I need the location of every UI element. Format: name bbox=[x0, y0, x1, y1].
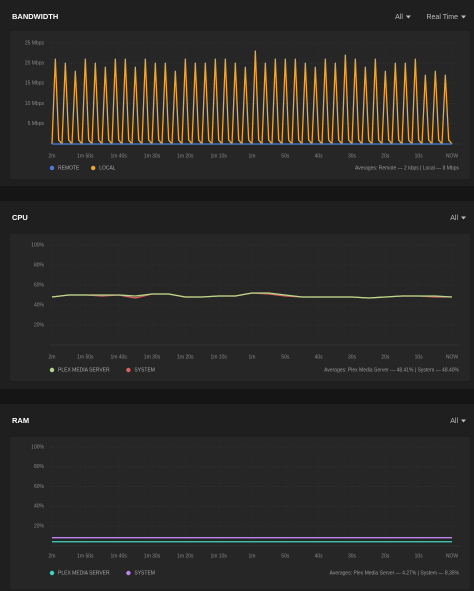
legend-label: SYSTEM bbox=[134, 367, 155, 373]
y-tick-label: 100% bbox=[31, 444, 44, 450]
y-tick-label: 10 Mbps bbox=[25, 101, 45, 107]
dropdown-arrow bbox=[461, 216, 466, 220]
x-tick-label: 10s bbox=[415, 153, 424, 159]
legend-swatch bbox=[49, 367, 55, 373]
x-tick-label: 1m 50s bbox=[77, 153, 94, 159]
x-tick-label: 20s bbox=[381, 354, 390, 360]
x-tick-label: 40s bbox=[315, 153, 324, 159]
legend-swatch bbox=[49, 165, 55, 171]
x-tick-label: 30s bbox=[348, 354, 357, 360]
x-tick-label: 1m 50s bbox=[77, 553, 94, 559]
dropdown-arrow bbox=[461, 419, 466, 423]
dropdown[interactable]: Real Time bbox=[426, 14, 458, 21]
dropdown[interactable]: All bbox=[450, 215, 458, 222]
legend-label: REMOTE bbox=[58, 165, 80, 171]
dropdown[interactable]: All bbox=[395, 14, 403, 21]
y-tick-label: 15 Mbps bbox=[25, 81, 45, 87]
legend-label: PLEX MEDIA SERVER bbox=[58, 570, 110, 576]
x-tick-label: NOW bbox=[446, 354, 459, 360]
x-tick-label: 1m 10s bbox=[210, 553, 227, 559]
x-tick-label: 1m 30s bbox=[144, 153, 161, 159]
x-tick-label: 2m bbox=[49, 153, 56, 159]
legend-label: SYSTEM bbox=[134, 570, 155, 576]
averages: Averages: Plex Media Server — 4.27% | Sy… bbox=[330, 570, 460, 576]
x-tick-label: 1m 30s bbox=[144, 553, 161, 559]
x-tick-label: 1m 30s bbox=[144, 354, 161, 360]
y-tick-label: 100% bbox=[31, 242, 44, 248]
x-tick-label: 1m 40s bbox=[110, 553, 127, 559]
x-tick-label: 40s bbox=[315, 354, 324, 360]
y-tick-label: 80% bbox=[34, 464, 45, 470]
x-tick-label: 2m bbox=[49, 354, 56, 360]
x-tick-label: NOW bbox=[446, 553, 459, 559]
averages: Averages: Plex Media Server — 48.41% | S… bbox=[324, 367, 459, 373]
x-tick-label: 40s bbox=[315, 553, 324, 559]
legend-swatch bbox=[126, 367, 131, 373]
x-tick-label: 30s bbox=[348, 153, 357, 159]
x-tick-label: 50s bbox=[281, 354, 290, 360]
x-tick-label: 30s bbox=[348, 553, 357, 559]
dropdown[interactable]: All bbox=[450, 418, 458, 425]
x-tick-label: 50s bbox=[281, 153, 290, 159]
y-tick-label: 20% bbox=[34, 322, 45, 328]
x-tick-label: 1m 50s bbox=[77, 354, 94, 360]
x-tick-label: 1m 10s bbox=[210, 354, 227, 360]
y-tick-label: 80% bbox=[34, 262, 45, 268]
series-line bbox=[51, 292, 453, 299]
legend-label: PLEX MEDIA SERVER bbox=[58, 367, 110, 373]
legend-label: LOCAL bbox=[99, 165, 116, 171]
x-tick-label: 10s bbox=[415, 553, 424, 559]
x-tick-label: NOW bbox=[446, 153, 459, 159]
y-tick-label: 20% bbox=[34, 524, 45, 530]
dropdown-arrow bbox=[461, 15, 466, 19]
x-tick-label: 1m 20s bbox=[177, 553, 194, 559]
x-tick-label: 1m 40s bbox=[110, 153, 127, 159]
x-tick-label: 1m bbox=[249, 553, 256, 559]
x-tick-label: 1m 20s bbox=[177, 354, 194, 360]
dropdown-arrow bbox=[405, 15, 411, 19]
x-tick-label: 20s bbox=[381, 553, 390, 559]
panel-title: CPU bbox=[12, 213, 28, 222]
x-tick-label: 2m bbox=[49, 553, 56, 559]
x-tick-label: 1m 20s bbox=[177, 153, 194, 159]
y-tick-label: 5 Mbps bbox=[28, 121, 45, 127]
legend-swatch bbox=[126, 570, 131, 576]
panel-title: BANDWIDTH bbox=[12, 12, 58, 21]
x-tick-label: 20s bbox=[381, 153, 390, 159]
y-tick-label: 40% bbox=[34, 504, 45, 510]
y-tick-label: 40% bbox=[34, 302, 45, 308]
chart-box bbox=[10, 234, 470, 381]
x-tick-label: 1m 10s bbox=[210, 153, 227, 159]
y-tick-label: 60% bbox=[34, 484, 45, 490]
x-tick-label: 1m 40s bbox=[110, 354, 127, 360]
y-tick-label: 60% bbox=[34, 282, 45, 288]
x-tick-label: 1m bbox=[249, 153, 256, 159]
y-tick-label: 20 Mbps bbox=[25, 61, 45, 67]
chart-box bbox=[10, 437, 470, 589]
panel-title: RAM bbox=[12, 416, 29, 425]
x-tick-label: 1m bbox=[249, 354, 256, 360]
x-tick-label: 50s bbox=[281, 553, 290, 559]
averages: Averages: Remote — 2 kbps | Local — 8 Mb… bbox=[355, 165, 460, 171]
x-tick-label: 10s bbox=[415, 354, 424, 360]
legend-swatch bbox=[49, 570, 55, 576]
y-tick-label: 25 Mbps bbox=[25, 40, 45, 46]
legend-swatch bbox=[91, 165, 96, 171]
